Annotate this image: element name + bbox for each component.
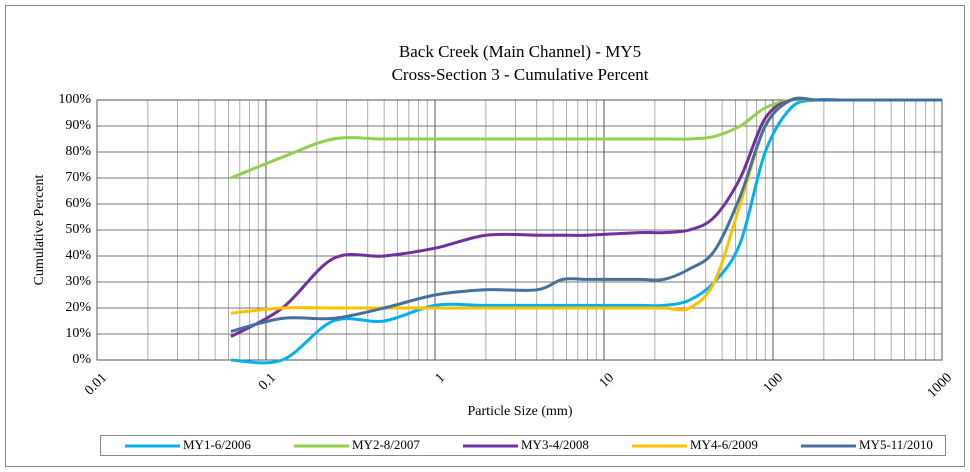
chart-title: Back Creek (Main Channel) - MY5 [399,42,641,61]
y-tick-label: 50% [65,222,91,237]
y-tick-label: 30% [65,274,91,289]
series-line [230,96,942,333]
y-tick-label: 100% [58,92,91,107]
legend-label: MY4-6/2009 [690,437,758,452]
y-tick-label: 0% [72,352,91,367]
x-axis-label: Particle Size (mm) [468,404,573,419]
legend-box [100,435,946,456]
plot-border [96,99,943,361]
legend-label: MY3-4/2008 [521,437,589,452]
chart-subtitle: Cross-Section 3 - Cumulative Percent [392,65,649,84]
y-tick-label: 90% [65,118,91,133]
y-tick-label: 70% [65,170,91,185]
y-tick-label: 20% [65,300,91,315]
legend-label: MY1-6/2006 [183,437,251,452]
legend-label: MY5-11/2010 [859,437,933,452]
legend-label: MY2-8/2007 [352,437,420,452]
y-tick-label: 10% [65,326,91,341]
y-tick-label: 80% [65,144,91,159]
y-tick-label: 60% [65,196,91,211]
grid [96,99,943,361]
y-axis-label: Cumulative Percent [32,174,47,285]
y-tick-label: 40% [65,248,91,263]
